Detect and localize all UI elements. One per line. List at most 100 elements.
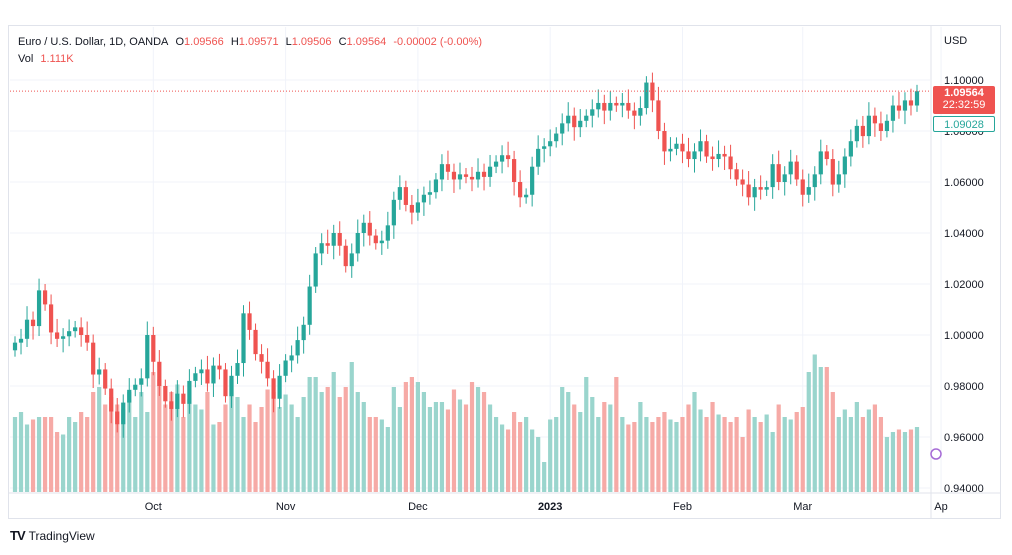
candle-body: [211, 365, 216, 384]
volume-bar: [626, 424, 631, 492]
volume-bar: [878, 417, 884, 492]
volume-layer: [12, 354, 920, 492]
candle-body: [590, 109, 595, 116]
candle-body: [481, 171, 487, 177]
candle-body: [542, 146, 547, 149]
volume-bar: [85, 417, 90, 492]
candle-body: [530, 166, 535, 195]
candle-body: [193, 373, 198, 381]
candle-body: [908, 100, 914, 106]
candle-body: [67, 331, 72, 337]
volume-bar: [524, 417, 529, 492]
candle-body: [337, 233, 342, 246]
chart-frame[interactable]: [8, 25, 1001, 519]
candle-body: [505, 155, 511, 160]
candle-body: [860, 125, 865, 137]
candle-body: [710, 156, 715, 160]
candle-body: [445, 164, 451, 172]
ohlc-close-value: 1.09564: [346, 36, 387, 48]
volume-bar: [391, 387, 396, 492]
candle-body: [746, 184, 751, 198]
candle-body: [800, 179, 805, 195]
candle-body: [704, 141, 709, 157]
candle-body: [512, 159, 517, 182]
time-tick-label: 2023: [538, 501, 562, 513]
volume-bar: [139, 392, 144, 492]
candle-body: [349, 253, 354, 267]
candle-body: [866, 115, 871, 137]
time-tick-label: Mar: [793, 501, 812, 513]
volume-value: 1.111K: [40, 53, 74, 65]
volume-bar: [674, 422, 679, 492]
volume-bar: [560, 387, 565, 492]
candle-body: [18, 338, 24, 343]
volume-bar: [433, 402, 439, 492]
candle-body: [463, 174, 469, 177]
volume-bar: [554, 417, 559, 492]
volume-bar: [367, 417, 372, 492]
candle-body: [397, 187, 402, 200]
candle-body: [698, 141, 703, 152]
candle-body: [469, 176, 475, 180]
volume-bar: [175, 384, 180, 492]
volume-bar: [632, 422, 637, 492]
candle-body: [632, 110, 637, 116]
ohlc-open-label: O: [175, 36, 185, 48]
candle-body: [806, 187, 811, 195]
price-tick-label: 0.94000: [944, 483, 984, 495]
tradingview-logo-icon[interactable]: TV: [10, 528, 26, 543]
candle-body: [812, 174, 817, 188]
volume-bar: [253, 422, 258, 492]
volume-bar: [277, 407, 282, 492]
volume-bar: [782, 417, 787, 492]
volume-bar: [806, 372, 811, 492]
currency-label[interactable]: USD: [944, 35, 968, 47]
candle-body: [572, 115, 577, 128]
candle-body: [151, 335, 156, 362]
candle-body: [235, 363, 240, 376]
volume-bar: [788, 419, 793, 492]
candle-body: [373, 235, 378, 244]
candle-body: [361, 222, 366, 233]
candle-body: [385, 225, 390, 241]
candle-body: [217, 365, 222, 370]
candle-body: [409, 204, 414, 213]
candle-body: [578, 120, 583, 128]
volume-bar: [704, 417, 709, 492]
volume-bar: [499, 424, 505, 492]
candle-body: [854, 125, 859, 142]
candle-body: [896, 105, 902, 111]
ohlc-low-value: 1.09506: [291, 36, 332, 48]
candle-body: [121, 402, 126, 425]
candle-body: [686, 151, 691, 160]
candle-body: [379, 240, 384, 244]
volume-bar: [572, 404, 577, 492]
candle-body: [30, 319, 36, 327]
volume-bar: [127, 392, 132, 492]
time-scale: Oct Nov Dec 2023 Feb Mar Ap: [145, 501, 948, 513]
candle-body: [277, 375, 282, 399]
candle-body: [818, 151, 823, 175]
volume-bar: [746, 409, 751, 492]
candle-body: [752, 187, 757, 198]
symbol-title[interactable]: Euro / U.S. Dollar, 1D, OANDA: [18, 36, 169, 48]
candle-body: [764, 187, 769, 190]
volume-bar: [223, 404, 228, 492]
volume-bar: [680, 417, 685, 492]
candle-body: [181, 393, 186, 404]
brand-name[interactable]: TradingView: [28, 528, 95, 543]
volume-bar: [770, 432, 775, 492]
candle-body: [457, 174, 463, 180]
candle-body: [439, 164, 445, 180]
volume-label[interactable]: Vol: [18, 53, 34, 65]
price-tick-label: 0.98000: [944, 381, 984, 393]
price-tick-label: 1.00000: [944, 330, 984, 342]
candle-body: [662, 131, 667, 152]
price-tick-label: 1.02000: [944, 279, 984, 291]
volume-bar: [644, 417, 649, 492]
volume-bar: [289, 404, 294, 492]
candle-body: [259, 354, 264, 362]
volume-bar: [397, 407, 402, 492]
volume-bar: [361, 402, 366, 492]
